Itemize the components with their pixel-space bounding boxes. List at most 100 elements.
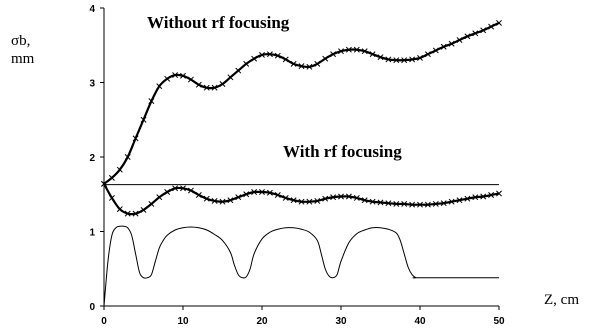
data-point-with [353, 195, 360, 201]
data-point-without [108, 174, 115, 181]
data-point-with [369, 198, 376, 205]
data-point-with [345, 193, 352, 200]
data-point-without [409, 56, 416, 63]
annotation-with-rf: With rf focusing [283, 142, 402, 161]
data-point-with [108, 195, 115, 201]
data-point-with [187, 187, 194, 194]
data-point-with [322, 195, 329, 202]
annotation-without-rf: Without rf focusing [147, 13, 290, 32]
y-tick-label: 4 [89, 4, 95, 15]
data-point-with [306, 198, 313, 205]
data-point-without [424, 51, 431, 58]
x-tick-label: 30 [335, 316, 347, 327]
x-tick-label: 20 [256, 316, 268, 327]
y-tick-label: 3 [89, 79, 95, 90]
data-point-with [361, 197, 368, 204]
data-point-without [164, 75, 171, 82]
data-point-with [195, 192, 202, 198]
data-point-with [440, 200, 447, 207]
data-point-without [132, 135, 139, 142]
y-tick-label: 0 [89, 302, 95, 313]
data-point-without [148, 98, 155, 105]
x-tick-label: 10 [177, 316, 189, 327]
data-point-with [251, 189, 258, 195]
data-point-without [314, 60, 321, 67]
data-point-with [235, 194, 242, 201]
series-line-with [103, 183, 500, 216]
data-point-without [259, 51, 265, 58]
series-line-rf_profile [103, 225, 499, 307]
data-point-with [330, 194, 337, 201]
data-point-without [448, 40, 455, 47]
data-point-with [132, 210, 139, 217]
data-point-without [266, 51, 273, 58]
data-point-with [393, 200, 400, 207]
y-axis-label-line2: mm [11, 51, 35, 67]
data-point-with [156, 194, 163, 201]
data-point-with [290, 197, 297, 204]
data-point-without [172, 72, 179, 79]
data-point-with [180, 185, 186, 192]
data-point-without [464, 33, 471, 40]
data-point-without [219, 81, 226, 87]
data-point-with [282, 195, 289, 201]
data-point-without [401, 57, 408, 64]
data-point-without [274, 52, 281, 59]
data-point-without [472, 30, 479, 37]
data-point-without [195, 81, 202, 88]
data-point-without [243, 60, 250, 67]
data-point-with [243, 191, 250, 198]
data-point-without [235, 67, 242, 74]
data-point-with [385, 200, 392, 207]
data-point-without [116, 166, 123, 173]
data-point-with [124, 210, 131, 217]
data-point-without [393, 57, 400, 64]
data-point-with [211, 198, 218, 204]
data-point-with [480, 193, 487, 200]
data-point-without [298, 63, 305, 70]
data-point-with [314, 198, 321, 204]
data-point-without [227, 74, 234, 81]
x-tick-label: 50 [493, 316, 505, 327]
data-point-with [116, 206, 123, 213]
data-point-without [322, 55, 329, 62]
data-point-with [338, 193, 344, 200]
data-point-with [496, 190, 502, 197]
data-point-without [456, 37, 463, 43]
data-point-with [298, 198, 305, 205]
data-point-without [156, 83, 163, 90]
data-point-without [290, 60, 297, 67]
data-point-with [401, 200, 408, 207]
data-point-without [488, 23, 495, 30]
data-point-with [424, 201, 431, 208]
x-tick-label: 0 [101, 316, 107, 327]
data-point-with [227, 197, 234, 204]
data-point-with [417, 201, 423, 208]
x-axis-label: Z, cm [544, 292, 579, 308]
data-point-without [124, 154, 131, 160]
data-point-with [172, 185, 179, 192]
data-point-with [472, 194, 479, 201]
data-point-with [464, 195, 471, 202]
data-point-without [306, 63, 313, 70]
data-point-without [432, 47, 439, 54]
data-point-without [330, 51, 337, 58]
data-point-with [448, 198, 455, 205]
data-point-with [259, 189, 265, 195]
data-point-with [148, 200, 155, 207]
data-point-with [456, 197, 463, 204]
data-point-without [251, 55, 258, 62]
data-point-without [385, 56, 392, 63]
data-point-without [496, 19, 502, 26]
data-point-without [345, 46, 352, 53]
data-point-without [187, 76, 194, 83]
data-point-with [140, 206, 147, 213]
data-point-without [140, 116, 147, 123]
data-point-without [440, 43, 447, 50]
data-point-with [219, 198, 226, 205]
data-point-with [274, 192, 281, 198]
data-point-with [266, 189, 273, 196]
data-point-without [377, 54, 384, 61]
data-point-with [409, 201, 416, 208]
